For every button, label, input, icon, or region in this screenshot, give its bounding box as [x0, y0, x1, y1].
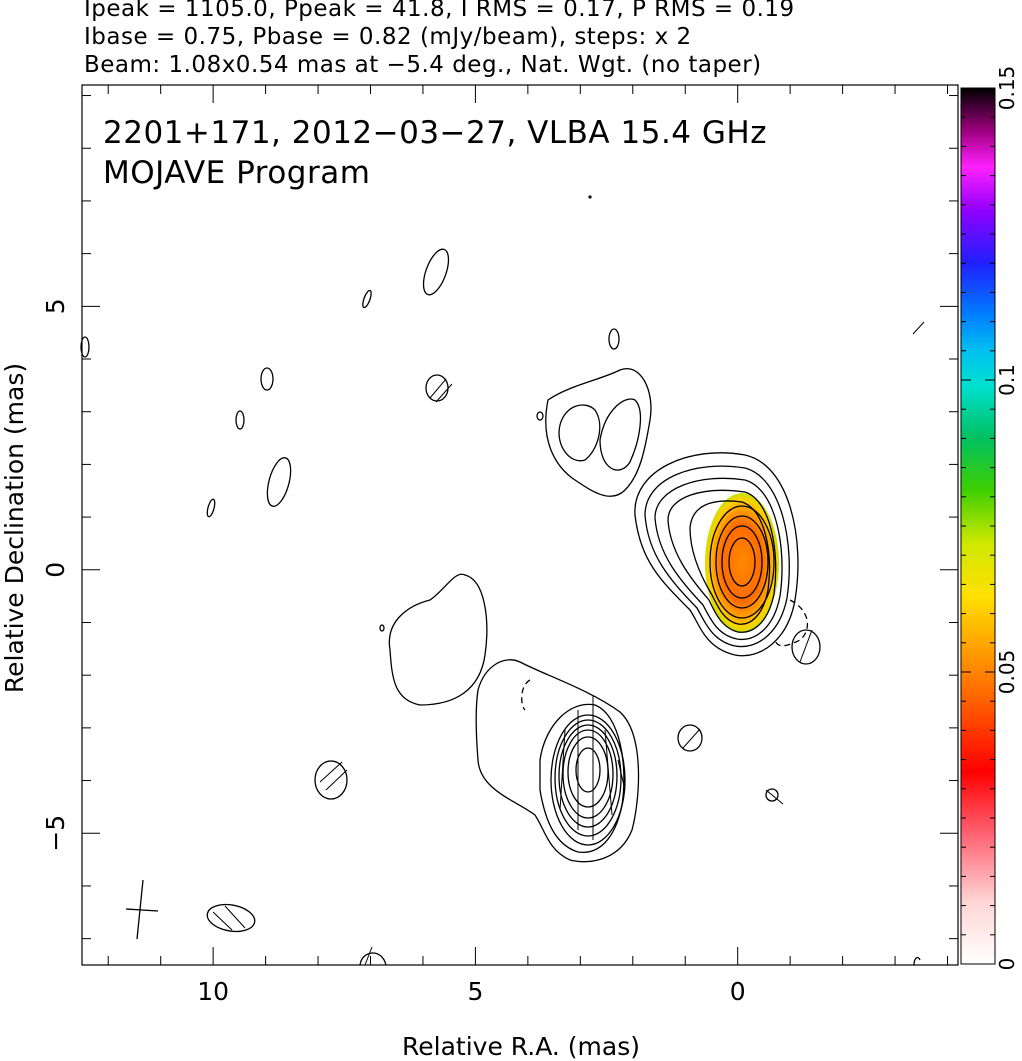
contours: [80, 195, 925, 966]
x-axis-ticks: [107, 85, 949, 965]
header-line-3: Beam: 1.08x0.54 mas at −5.4 deg., Nat. W…: [84, 52, 762, 78]
x-tick-label: 0: [730, 977, 746, 1006]
y-tick-labels: 5 0 −5: [41, 298, 70, 851]
northern-contours: [545, 367, 652, 497]
colorbar-tick-label: 0.15: [995, 66, 1019, 111]
x-tick-label: 5: [467, 977, 483, 1006]
colorbar-tick-label: 0.05: [995, 650, 1019, 695]
x-tick-labels: 10 5 0: [197, 977, 745, 1006]
negative-contour: [774, 599, 809, 647]
y-axis-label: Relative Declination (mas): [0, 363, 29, 693]
beam-marker: [125, 879, 159, 940]
colorbar-ticks: 0 0.05 0.1 0.15: [961, 66, 1019, 971]
x-axis-label: Relative R.A. (mas): [402, 1032, 640, 1061]
plot-subtitle: MOJAVE Program: [103, 155, 370, 191]
noise-contours: [80, 195, 925, 966]
plot-frame: [81, 84, 959, 966]
eastern-contour: [388, 573, 488, 706]
header-line-2: Ibase = 0.75, Pbase = 0.82 (mJy/beam), s…: [84, 24, 692, 50]
core-contours: [634, 452, 799, 657]
southern-contours: [475, 659, 640, 863]
colorbar-tick-label: 0: [995, 958, 1019, 971]
y-tick-label: −5: [41, 815, 70, 852]
colorbar-tick-label: 0.1: [995, 364, 1019, 396]
negative-contour: [521, 679, 531, 711]
x-tick-label: 10: [197, 977, 229, 1006]
plot-title: 2201+171, 2012−03−27, VLBA 15.4 GHz: [103, 115, 767, 151]
y-tick-label: 0: [41, 562, 70, 578]
y-tick-label: 5: [41, 298, 70, 314]
y-axis-ticks: [82, 95, 958, 940]
header-line-1: Ipeak = 1105.0, Ppeak = 41.8, I RMS = 0.…: [84, 0, 795, 22]
polarization-color-region: [705, 493, 779, 633]
colorbar: [960, 87, 996, 965]
